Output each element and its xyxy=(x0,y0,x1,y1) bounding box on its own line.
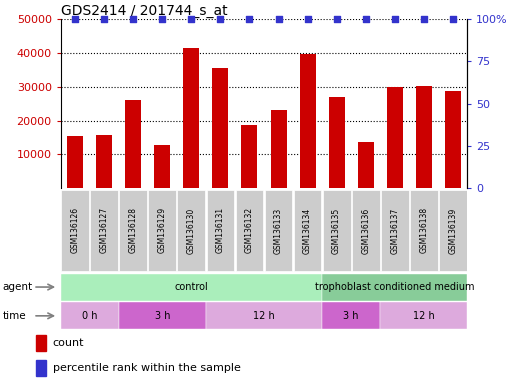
Point xyxy=(187,16,196,22)
Bar xyxy=(125,99,142,188)
Text: 3 h: 3 h xyxy=(343,311,359,321)
Text: control: control xyxy=(175,282,208,292)
Point xyxy=(158,16,167,22)
Text: 3 h: 3 h xyxy=(155,311,170,321)
Bar xyxy=(96,135,112,188)
Point xyxy=(245,16,254,22)
Bar xyxy=(183,48,200,188)
Point xyxy=(129,16,138,22)
FancyBboxPatch shape xyxy=(206,190,234,271)
FancyBboxPatch shape xyxy=(322,302,380,329)
Point xyxy=(216,16,225,22)
FancyBboxPatch shape xyxy=(380,302,467,329)
FancyBboxPatch shape xyxy=(323,190,351,271)
Bar xyxy=(416,86,432,188)
Point xyxy=(71,16,80,22)
FancyBboxPatch shape xyxy=(294,190,322,271)
Text: GSM136126: GSM136126 xyxy=(71,207,80,253)
Bar xyxy=(445,91,461,188)
Text: GSM136138: GSM136138 xyxy=(419,207,428,253)
FancyBboxPatch shape xyxy=(265,190,293,271)
Text: GSM136134: GSM136134 xyxy=(303,207,312,253)
Bar xyxy=(270,110,287,188)
FancyBboxPatch shape xyxy=(439,190,467,271)
FancyBboxPatch shape xyxy=(381,190,409,271)
Bar xyxy=(36,360,46,376)
FancyBboxPatch shape xyxy=(235,190,263,271)
Bar xyxy=(36,335,46,351)
Text: agent: agent xyxy=(3,282,33,292)
Point xyxy=(275,16,283,22)
FancyBboxPatch shape xyxy=(61,273,322,301)
Text: GSM136127: GSM136127 xyxy=(100,207,109,253)
Point xyxy=(303,16,312,22)
Text: GSM136137: GSM136137 xyxy=(390,207,399,253)
Text: 12 h: 12 h xyxy=(413,311,435,321)
FancyBboxPatch shape xyxy=(119,190,147,271)
Text: 12 h: 12 h xyxy=(253,311,275,321)
Text: GSM136131: GSM136131 xyxy=(216,207,225,253)
Text: GSM136130: GSM136130 xyxy=(187,207,196,253)
Bar xyxy=(357,142,374,188)
Text: GSM136136: GSM136136 xyxy=(361,207,370,253)
FancyBboxPatch shape xyxy=(322,273,467,301)
Bar xyxy=(212,68,229,188)
Bar xyxy=(386,87,403,188)
FancyBboxPatch shape xyxy=(352,190,380,271)
FancyBboxPatch shape xyxy=(90,190,118,271)
FancyBboxPatch shape xyxy=(410,190,438,271)
FancyBboxPatch shape xyxy=(61,302,119,329)
Bar xyxy=(299,54,316,188)
Text: count: count xyxy=(53,338,84,348)
Point xyxy=(391,16,399,22)
Bar xyxy=(154,145,171,188)
FancyBboxPatch shape xyxy=(61,190,89,271)
Point xyxy=(449,16,457,22)
FancyBboxPatch shape xyxy=(148,190,176,271)
Point xyxy=(420,16,428,22)
Bar xyxy=(241,125,258,188)
FancyBboxPatch shape xyxy=(119,302,206,329)
Text: GDS2414 / 201744_s_at: GDS2414 / 201744_s_at xyxy=(61,4,228,18)
Text: trophoblast conditioned medium: trophoblast conditioned medium xyxy=(315,282,475,292)
Point xyxy=(333,16,341,22)
Text: 0 h: 0 h xyxy=(82,311,98,321)
Text: GSM136133: GSM136133 xyxy=(274,207,283,253)
Text: GSM136139: GSM136139 xyxy=(448,207,457,253)
FancyBboxPatch shape xyxy=(177,190,205,271)
Text: GSM136128: GSM136128 xyxy=(129,207,138,253)
Bar xyxy=(328,97,345,188)
Bar xyxy=(67,136,83,188)
Text: time: time xyxy=(3,311,26,321)
FancyBboxPatch shape xyxy=(206,302,322,329)
Text: GSM136129: GSM136129 xyxy=(158,207,167,253)
Text: GSM136135: GSM136135 xyxy=(332,207,341,253)
Point xyxy=(361,16,370,22)
Text: percentile rank within the sample: percentile rank within the sample xyxy=(53,363,240,373)
Point xyxy=(100,16,109,22)
Text: GSM136132: GSM136132 xyxy=(245,207,254,253)
